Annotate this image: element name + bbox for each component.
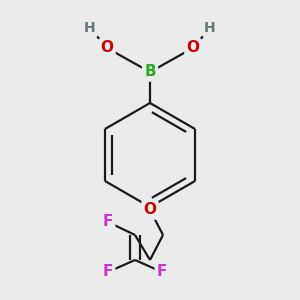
Text: F: F [157,265,167,280]
Text: H: H [84,21,96,35]
Text: O: O [187,40,200,56]
Text: B: B [144,64,156,80]
Text: O: O [100,40,113,56]
Text: F: F [103,214,113,230]
Text: H: H [204,21,216,35]
Text: F: F [103,265,113,280]
Text: O: O [143,202,157,217]
